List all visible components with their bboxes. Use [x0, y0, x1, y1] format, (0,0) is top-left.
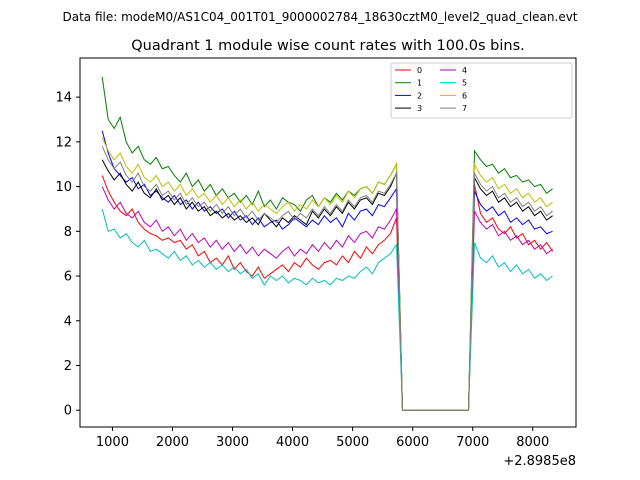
legend-label-3: 3 — [417, 104, 422, 113]
y-tick-label: 4 — [64, 314, 72, 329]
legend-label-7: 7 — [462, 104, 467, 113]
chart-title: Quadrant 1 module wise count rates with … — [131, 38, 525, 54]
y-tick-label: 2 — [64, 359, 72, 374]
legend-label-6: 6 — [462, 91, 467, 100]
x-offset-label: +2.8985e8 — [503, 454, 576, 469]
y-tick-label: 0 — [64, 404, 72, 419]
legend-label-0: 0 — [417, 66, 422, 75]
legend: 0 1 2 3 4 5 6 7 — [390, 62, 573, 119]
y-tick-label: 14 — [55, 91, 72, 106]
series-line-1 — [101, 76, 553, 411]
series-line-7 — [101, 146, 553, 411]
x-tick-label: 6000 — [396, 435, 429, 450]
x-tick-label: 4000 — [276, 435, 309, 450]
y-tick-label: 12 — [55, 135, 72, 150]
y-tick-label: 8 — [64, 225, 72, 240]
legend-label-2: 2 — [417, 91, 422, 100]
x-tick-label: 3000 — [216, 435, 249, 450]
y-axis: 0 2 4 6 8 10 12 14 — [55, 91, 80, 419]
x-tick-label: 8000 — [516, 435, 549, 450]
series-line-3 — [101, 159, 553, 411]
series-line-2 — [101, 130, 553, 411]
x-axis: 1000 2000 3000 4000 5000 6000 7000 8000 — [96, 427, 549, 450]
series-line-4 — [101, 186, 553, 411]
legend-label-5: 5 — [462, 79, 467, 88]
x-tick-label: 7000 — [456, 435, 489, 450]
suptitle: Data file: modeM0/AS1C04_001T01_90000027… — [62, 10, 577, 24]
legend-label-1: 1 — [417, 79, 422, 88]
x-tick-label: 5000 — [336, 435, 369, 450]
y-tick-label: 6 — [64, 270, 72, 285]
x-tick-label: 1000 — [96, 435, 129, 450]
legend-box — [390, 62, 573, 119]
axes-frame — [79, 57, 577, 428]
plot-area — [101, 76, 554, 411]
x-tick-label: 2000 — [156, 435, 189, 450]
legend-label-4: 4 — [462, 66, 467, 75]
series-line-6 — [101, 137, 553, 411]
y-tick-label: 10 — [55, 180, 72, 195]
series-line-5 — [101, 208, 553, 411]
